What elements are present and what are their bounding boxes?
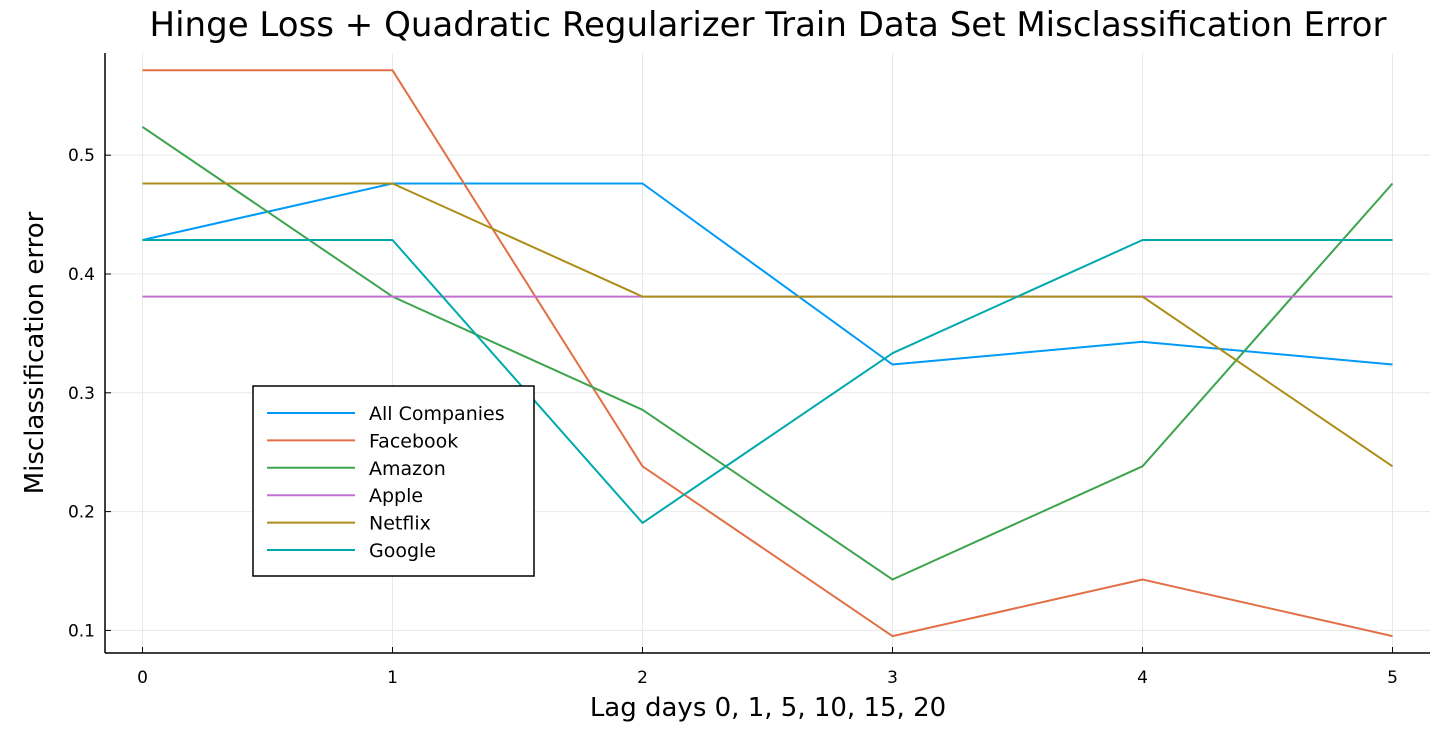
x-axis-label: Lag days 0, 1, 5, 10, 15, 20 bbox=[590, 693, 946, 723]
series-line-netflix bbox=[142, 182, 1394, 468]
legend: All Companies Facebook Amazon Apple Netflix G… bbox=[252, 385, 535, 577]
tick-labels: 0 1 2 3 4 5 0.1 0.2 0.3 0.4 0.5 bbox=[68, 146, 1398, 688]
legend-label-amazon: Amazon bbox=[369, 458, 446, 480]
y-tick-label: 0.3 bbox=[68, 384, 95, 404]
y-tick-label: 0.2 bbox=[68, 503, 95, 523]
axes bbox=[104, 53, 1430, 654]
series-line-amazon bbox=[141, 126, 1394, 581]
series-line-facebook bbox=[142, 69, 1393, 638]
series-line-all-companies bbox=[142, 182, 1393, 366]
chart-title: Hinge Loss + Quadratic Regularizer Train… bbox=[150, 5, 1387, 45]
legend-label-all-companies: All Companies bbox=[369, 403, 505, 425]
y-tick-label: 0.4 bbox=[68, 265, 95, 285]
x-tick-label: 4 bbox=[1137, 668, 1148, 688]
legend-label-google: Google bbox=[369, 540, 436, 562]
y-tick-label: 0.5 bbox=[68, 146, 95, 166]
legend-label-netflix: Netflix bbox=[369, 513, 431, 535]
series-line-google bbox=[142, 239, 1393, 524]
x-tick-label: 3 bbox=[887, 668, 898, 688]
y-axis-label: Misclassification error bbox=[20, 211, 50, 494]
series-lines bbox=[141, 69, 1394, 638]
x-tick-label: 1 bbox=[387, 668, 398, 688]
legend-label-apple: Apple bbox=[369, 485, 423, 507]
x-tick-label: 0 bbox=[137, 668, 148, 688]
x-tick-label: 5 bbox=[1387, 668, 1398, 688]
legend-box bbox=[252, 385, 535, 577]
grid-lines bbox=[105, 53, 1430, 653]
y-tick-label: 0.1 bbox=[68, 621, 95, 641]
x-tick-label: 2 bbox=[637, 668, 648, 688]
legend-label-facebook: Facebook bbox=[369, 430, 458, 452]
